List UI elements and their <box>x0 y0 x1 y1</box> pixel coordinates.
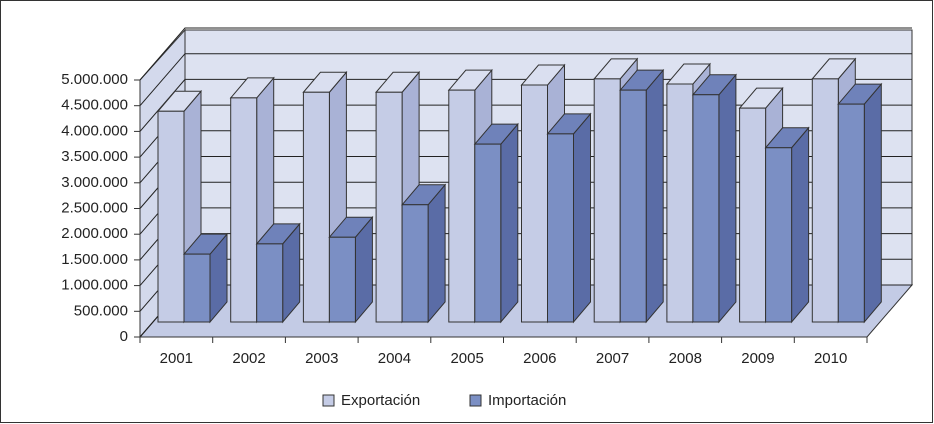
bar-face <box>401 204 429 323</box>
bar <box>619 68 665 324</box>
bar-face <box>645 68 664 324</box>
bar-face <box>666 83 694 323</box>
y-tick-label: 4.500.000 <box>61 97 128 114</box>
bar-face <box>791 126 810 324</box>
y-tick-label: 3.000.000 <box>61 174 128 191</box>
y-tick-label: 2.500.000 <box>61 199 128 216</box>
x-tick-label: 2001 <box>160 350 193 367</box>
y-tick-label: 3.500.000 <box>61 148 128 165</box>
x-tick-label: 2010 <box>814 350 847 367</box>
bar-face <box>328 236 356 323</box>
legend-swatch <box>469 394 482 407</box>
bar-face <box>521 84 548 323</box>
bar-face <box>375 91 403 323</box>
bar <box>328 215 374 324</box>
bar-face <box>500 122 519 324</box>
x-tick-label: 2004 <box>378 350 411 367</box>
bar-face <box>739 107 767 323</box>
bar-face <box>863 82 882 324</box>
bar <box>546 112 592 324</box>
bar <box>255 222 301 324</box>
y-tick-label: 1.000.000 <box>61 277 128 294</box>
bar-face <box>230 97 258 323</box>
legend-label: Importación <box>488 392 566 409</box>
x-tick-label: 2008 <box>669 350 702 367</box>
x-tick-label: 2009 <box>741 350 774 367</box>
bar <box>156 89 203 324</box>
y-tick-label: 4.000.000 <box>61 122 128 139</box>
bar-face <box>256 243 284 323</box>
y-tick-label: 1.500.000 <box>61 251 128 268</box>
grid-line <box>139 53 912 107</box>
x-tick-label: 2002 <box>232 350 265 367</box>
bar <box>764 126 810 324</box>
bar-face <box>573 112 591 324</box>
grid-line <box>139 78 912 132</box>
legend-swatch <box>322 394 335 407</box>
y-tick-label: 5.000.000 <box>61 71 128 88</box>
bar-face <box>837 103 865 323</box>
legend-label: Exportación <box>341 392 420 409</box>
bar <box>182 232 229 324</box>
bar-face <box>718 73 737 324</box>
bar-face <box>619 89 647 323</box>
bar-face <box>692 94 720 323</box>
x-tick-label: 2006 <box>523 350 556 367</box>
bar-face <box>157 110 185 323</box>
y-tick-label: 500.000 <box>74 302 128 319</box>
bar-face <box>427 183 446 324</box>
bar-face <box>183 253 211 323</box>
x-tick-label: 2007 <box>596 350 629 367</box>
bar-face <box>302 91 330 323</box>
y-tick-label: 2.000.000 <box>61 225 128 242</box>
bar-face <box>593 78 621 323</box>
bar <box>401 183 447 324</box>
x-tick-label: 2005 <box>450 350 483 367</box>
bar-face <box>448 89 476 323</box>
bar <box>473 122 519 324</box>
bar-face <box>811 78 839 323</box>
bar-face <box>765 147 793 323</box>
x-tick-label: 2003 <box>305 350 338 367</box>
bar <box>691 73 737 324</box>
bar-face <box>547 133 574 323</box>
grid-line <box>139 27 912 81</box>
bar-face <box>474 143 502 323</box>
y-tick-label: 0 <box>120 328 128 345</box>
bar <box>837 82 883 324</box>
